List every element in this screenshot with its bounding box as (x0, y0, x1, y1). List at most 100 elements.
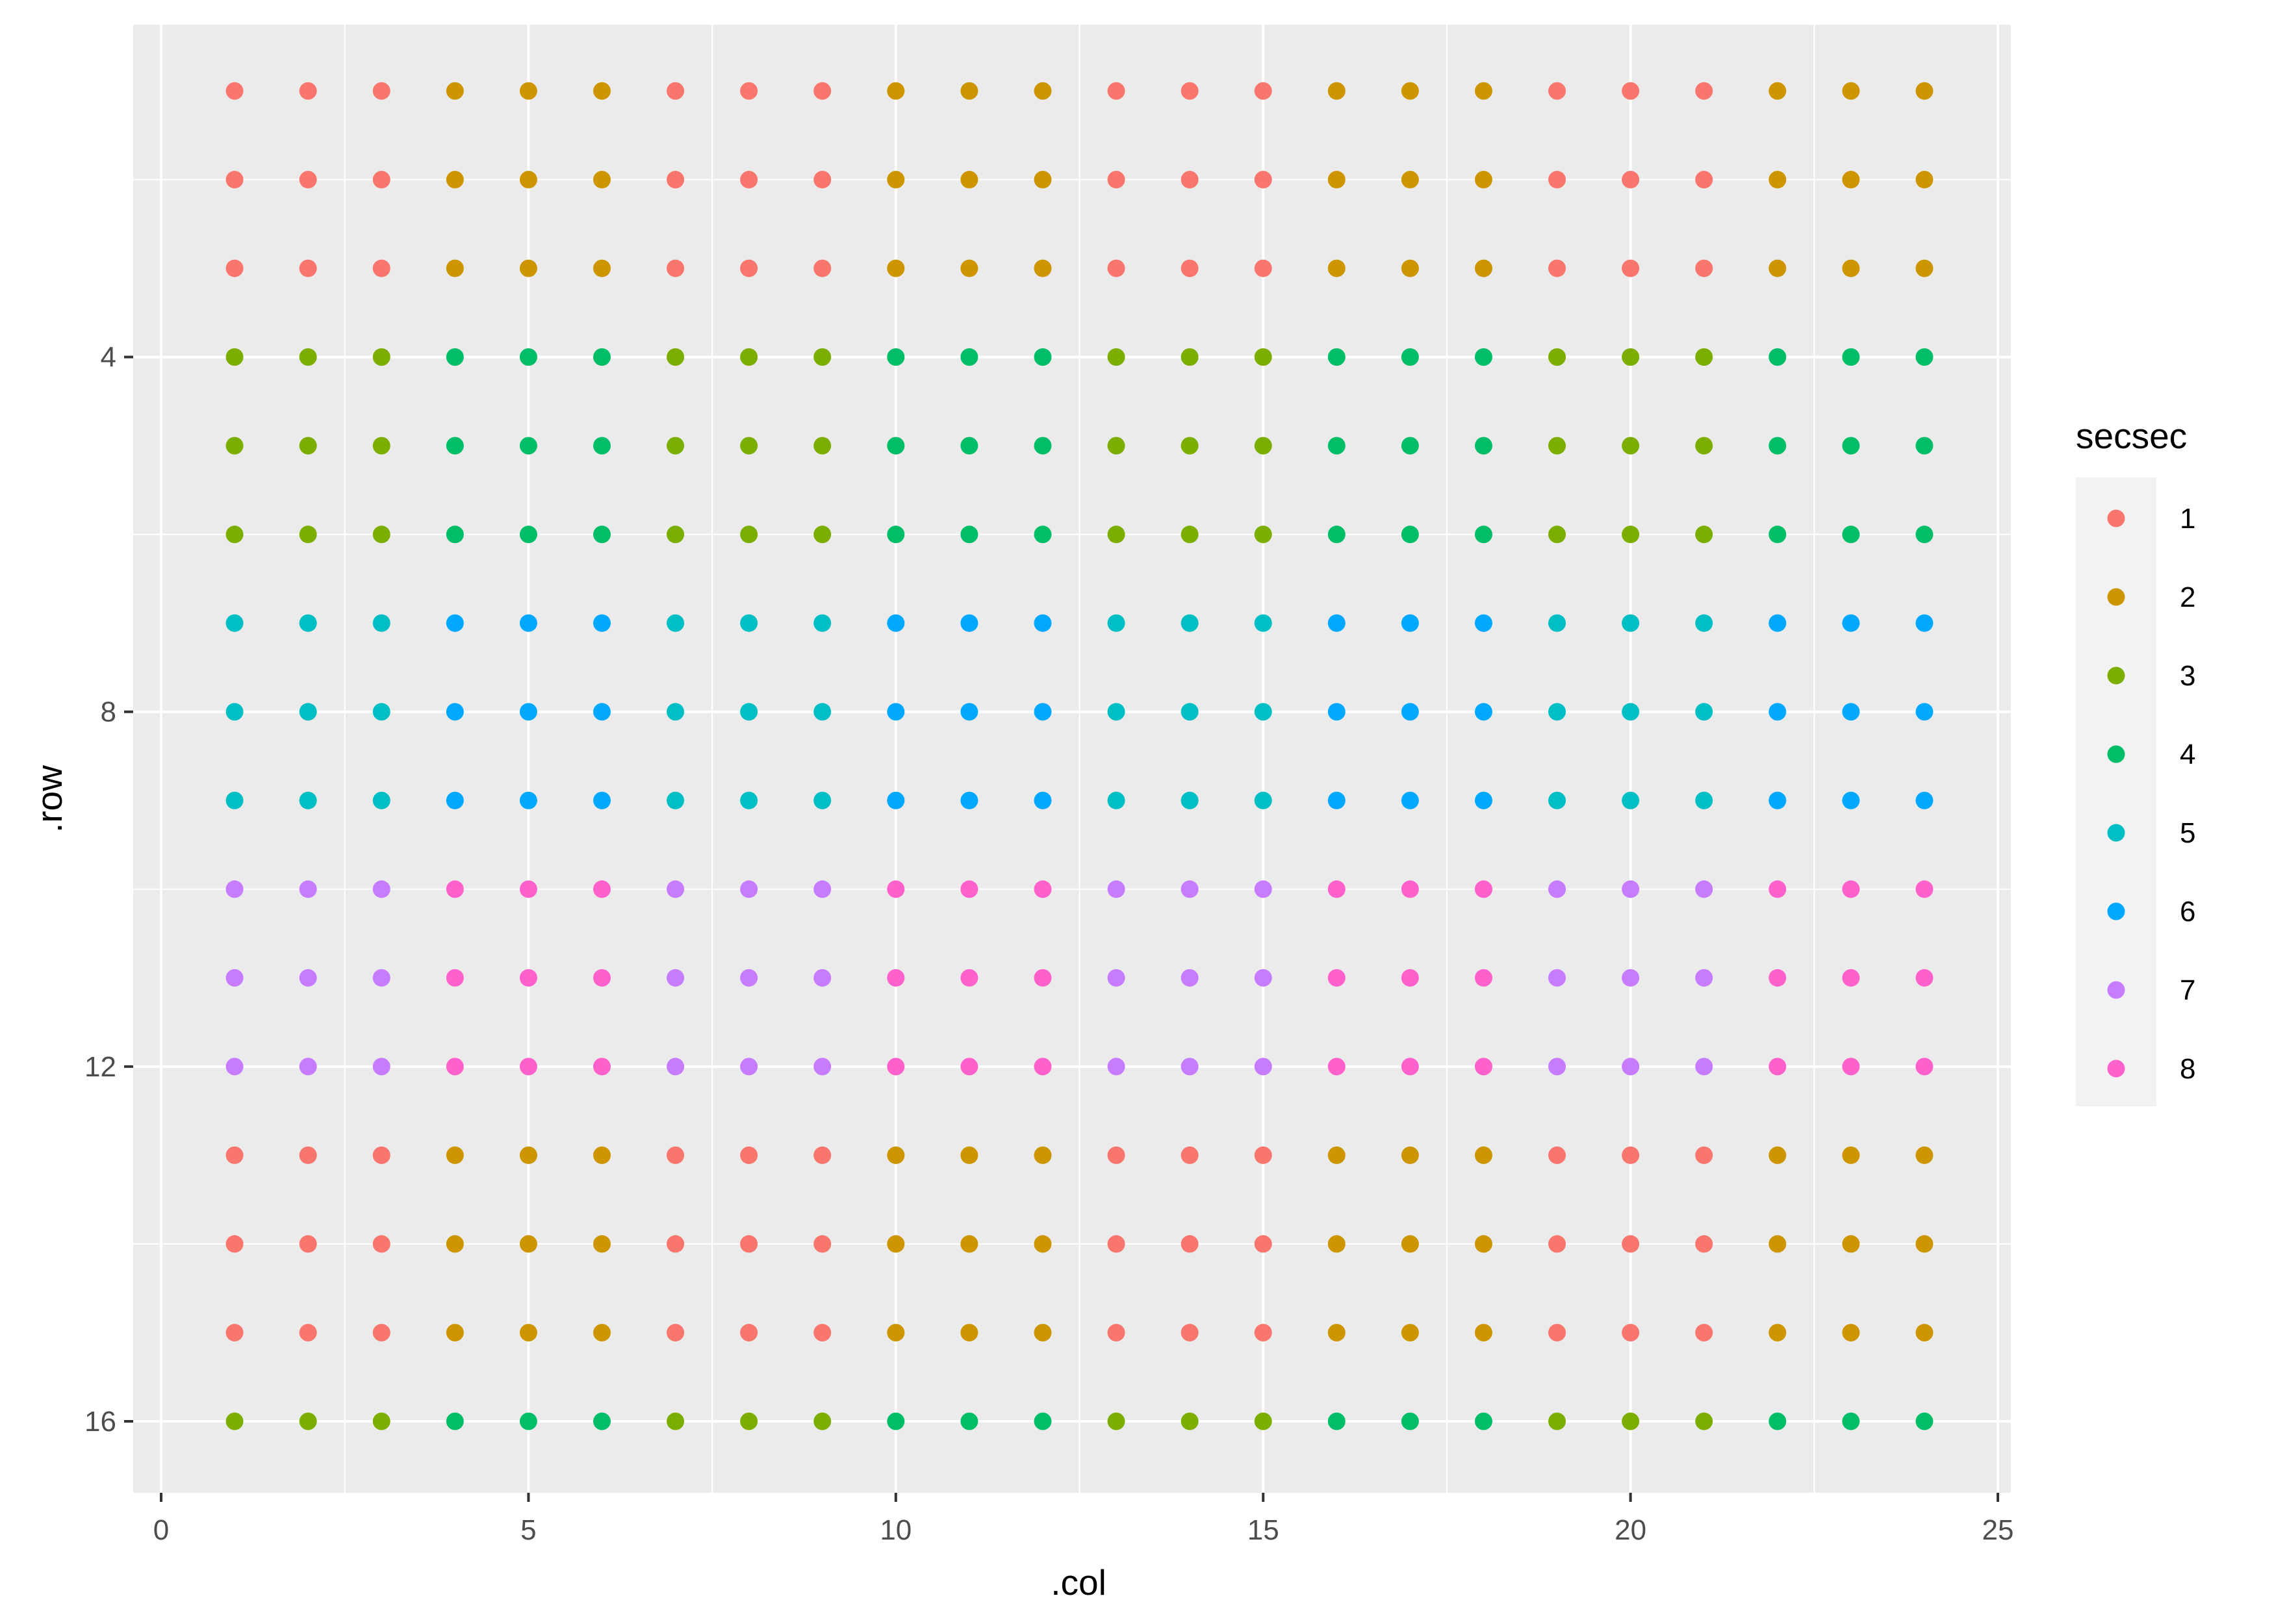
data-point (1769, 526, 1787, 544)
data-point (1474, 526, 1492, 544)
data-point (1034, 1412, 1052, 1430)
data-point (1769, 259, 1787, 277)
data-point (1034, 791, 1052, 809)
data-point (1474, 259, 1492, 277)
data-point (446, 1235, 464, 1253)
data-point (299, 1235, 317, 1253)
data-point (960, 880, 978, 898)
data-point (1401, 348, 1419, 366)
data-point (1107, 969, 1125, 987)
data-point (1769, 1058, 1787, 1076)
data-point (372, 348, 390, 366)
data-point (1548, 969, 1566, 987)
data-point (1915, 614, 1934, 632)
data-point (1034, 526, 1052, 544)
data-point (1254, 82, 1272, 100)
data-point (813, 259, 832, 277)
data-point (887, 703, 905, 721)
data-point (372, 969, 390, 987)
legend-key-3 (2107, 666, 2125, 685)
data-point (446, 1058, 464, 1076)
data-point (1548, 1058, 1566, 1076)
data-point (960, 437, 978, 455)
data-point (1695, 437, 1713, 455)
data-point (1695, 526, 1713, 544)
data-point (372, 614, 390, 632)
data-point (1474, 791, 1492, 809)
data-point (1842, 348, 1860, 366)
data-point (225, 82, 244, 100)
data-point (1769, 791, 1787, 809)
data-point (1769, 614, 1787, 632)
data-point (1401, 1146, 1419, 1164)
data-point (1034, 259, 1052, 277)
data-point (1107, 82, 1125, 100)
data-point (1695, 614, 1713, 632)
plot-panel (133, 25, 2011, 1493)
data-point (740, 1323, 758, 1341)
data-point (225, 348, 244, 366)
legend-label: 3 (2180, 660, 2195, 692)
data-point (299, 437, 317, 455)
data-point (1401, 437, 1419, 455)
data-point (1034, 880, 1052, 898)
data-point (1842, 259, 1860, 277)
data-point (372, 82, 390, 100)
data-point (1548, 1412, 1566, 1430)
data-point (225, 880, 244, 898)
data-point (1548, 526, 1566, 544)
data-point (1474, 1146, 1492, 1164)
data-point (446, 969, 464, 987)
data-point (519, 82, 537, 100)
data-point (1695, 703, 1713, 721)
data-point (1254, 1323, 1272, 1341)
data-point (1842, 1058, 1860, 1076)
data-point (887, 1235, 905, 1253)
data-point (740, 969, 758, 987)
data-point (1622, 1146, 1640, 1164)
data-point (225, 1323, 244, 1341)
data-point (1181, 1058, 1199, 1076)
data-point (299, 348, 317, 366)
data-point (299, 1323, 317, 1341)
data-point (593, 1058, 611, 1076)
data-point (372, 259, 390, 277)
data-point (446, 703, 464, 721)
data-point (1842, 82, 1860, 100)
legend-key-5 (2107, 824, 2125, 842)
data-point (1622, 437, 1640, 455)
data-point (1401, 82, 1419, 100)
data-point (1401, 969, 1419, 987)
data-point (1622, 880, 1640, 898)
data-point (1842, 437, 1860, 455)
data-point (740, 526, 758, 544)
data-point (813, 880, 832, 898)
data-point (740, 703, 758, 721)
data-point (1327, 1235, 1346, 1253)
x-tick-label: 20 (1615, 1514, 1646, 1546)
data-point (887, 1323, 905, 1341)
data-point (225, 791, 244, 809)
data-point (887, 171, 905, 189)
data-point (740, 171, 758, 189)
data-point (225, 526, 244, 544)
data-point (446, 259, 464, 277)
data-point (667, 1323, 685, 1341)
data-point (1181, 1323, 1199, 1341)
data-point (446, 348, 464, 366)
data-point (960, 1058, 978, 1076)
data-point (1769, 969, 1787, 987)
data-point (1327, 1146, 1346, 1164)
data-point (1915, 526, 1934, 544)
data-point (1107, 1323, 1125, 1341)
data-point (1769, 703, 1787, 721)
data-point (299, 703, 317, 721)
legend-title: secsec (2076, 416, 2187, 456)
data-point (1695, 171, 1713, 189)
data-point (446, 437, 464, 455)
data-point (1474, 1235, 1492, 1253)
data-point (1548, 1146, 1566, 1164)
data-point (667, 1058, 685, 1076)
data-point (740, 614, 758, 632)
x-tick-label: 25 (1982, 1514, 2014, 1546)
